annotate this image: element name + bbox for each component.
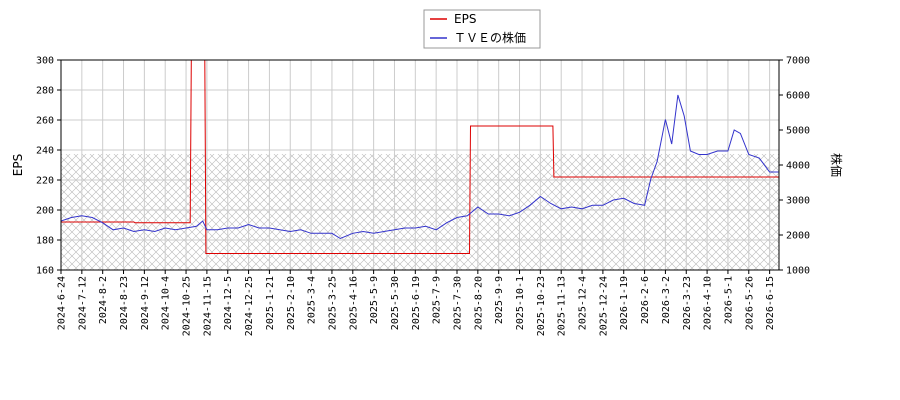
y-right-tick-label: 7000 [786, 56, 810, 67]
x-tick-label: 2024-9-12 [140, 276, 151, 330]
x-tick-label: 2025-10-23 [536, 276, 547, 336]
x-tick-label: 2024-8-2 [98, 276, 109, 324]
x-tick-label: 2025-5-9 [369, 276, 380, 324]
x-tick-label: 2024-11-15 [202, 276, 213, 336]
y-left-tick-label: 240 [36, 146, 54, 157]
x-tick-label: 2025-1-21 [265, 276, 276, 330]
y-left-tick-label: 180 [36, 236, 54, 247]
y-right-tick-label: 5000 [786, 126, 810, 137]
y-right-axis-label: 株価 [829, 153, 844, 177]
x-tick-label: 2026-5-26 [744, 276, 755, 330]
y-left-tick-label: 160 [36, 266, 54, 277]
x-tick-label: 2024-10-25 [182, 276, 193, 336]
y-left-tick-label: 220 [36, 176, 54, 187]
y-left-tick-label: 280 [36, 86, 54, 97]
x-tick-label: 2024-7-12 [77, 276, 88, 330]
x-tick-label: 2024-12-25 [244, 276, 255, 336]
x-tick-label: 2026-1-19 [619, 276, 630, 330]
y-right-tick-label: 2000 [786, 231, 810, 242]
y-right-tick-label: 6000 [786, 91, 810, 102]
y-left-tick-label: 260 [36, 116, 54, 127]
right-axis: 1000 2000 3000 4000 5000 6000 7000 [779, 56, 810, 277]
stock-price-series-line [61, 94, 779, 240]
x-tick-label: 2024-12-5 [223, 276, 234, 330]
x-tick-label: 2025-3-4 [307, 276, 318, 324]
x-tick-label: 2025-6-19 [411, 276, 422, 330]
x-tick-label: 2025-2-10 [286, 276, 297, 330]
x-tick-label: 2025-10-1 [515, 276, 526, 330]
left-axis: 160 180 200 220 240 260 280 300 [36, 56, 61, 277]
y-right-tick-label: 3000 [786, 196, 810, 207]
x-tick-label: 2025-4-16 [348, 276, 359, 330]
eps-series-line [61, 60, 779, 254]
x-tick-label: 2026-3-23 [682, 276, 693, 330]
x-tick-label: 2025-9-9 [494, 276, 505, 324]
x-tick-label: 2025-12-4 [578, 276, 589, 330]
legend-label-eps: EPS [454, 12, 476, 26]
x-tick-label: 2026-5-1 [723, 276, 734, 324]
legend-box [423, 9, 541, 49]
hatched-range [61, 154, 779, 270]
y-left-axis-label: EPS [11, 154, 25, 176]
x-tick-label: 2026-3-2 [661, 276, 672, 324]
x-tick-label: 2025-8-20 [473, 276, 484, 330]
x-axis: 2024-6-24 2024-7-12 2024-8-2 2024-8-23 2024-… [57, 270, 776, 336]
y-left-tick-label: 300 [36, 56, 54, 67]
legend: EPS ＴＶＥの株価 [423, 9, 541, 49]
x-tick-label: 2024-8-23 [119, 276, 130, 330]
x-tick-label: 2024-10-4 [161, 276, 172, 330]
y-left-tick-label: 200 [36, 206, 54, 217]
x-tick-label: 2026-6-15 [765, 276, 776, 330]
y-right-tick-label: 4000 [786, 161, 810, 172]
x-tick-label: 2025-7-30 [452, 276, 463, 330]
x-tick-label: 2025-3-25 [327, 276, 338, 330]
x-tick-label: 2025-11-13 [557, 276, 568, 336]
x-tick-label: 2025-12-24 [598, 276, 609, 336]
x-tick-label: 2025-5-30 [390, 276, 401, 330]
x-tick-label: 2026-4-10 [703, 276, 714, 330]
y-right-tick-label: 1000 [786, 266, 810, 277]
x-tick-label: 2025-7-9 [432, 276, 443, 324]
legend-label-stock-price: ＴＶＥの株価 [454, 30, 526, 45]
x-tick-label: 2024-6-24 [57, 276, 68, 330]
series-layer [61, 60, 779, 254]
x-tick-label: 2026-2-6 [640, 276, 651, 324]
